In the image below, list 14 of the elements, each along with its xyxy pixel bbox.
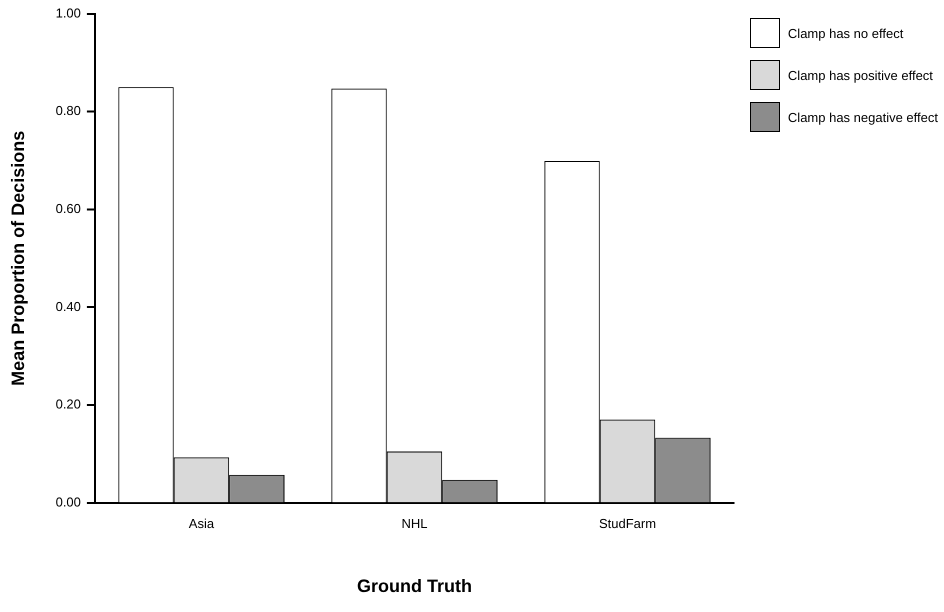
x-tick-label: StudFarm	[598, 516, 656, 532]
y-tick-label: 0.80	[56, 103, 81, 118]
x-tick-label: NHL	[401, 516, 428, 532]
legend-label: Clamp has negative effect	[788, 110, 938, 124]
text: Clamp has no effect	[788, 26, 904, 40]
legend-label: Clamp has positive effect	[788, 68, 933, 82]
y-tick-label: 0.40	[56, 298, 81, 314]
x-axis-title: Ground Truth	[356, 576, 472, 596]
y-tick-label: 1.00	[56, 5, 81, 20]
y-tick-label: 0.20	[56, 396, 81, 412]
y-tick-label: 0.00	[56, 494, 81, 510]
x-tick-label: Asia	[188, 516, 215, 532]
y-tick-label: 0.60	[56, 200, 81, 216]
y-axis-title: Mean Proportion of Decisions	[8, 130, 28, 386]
